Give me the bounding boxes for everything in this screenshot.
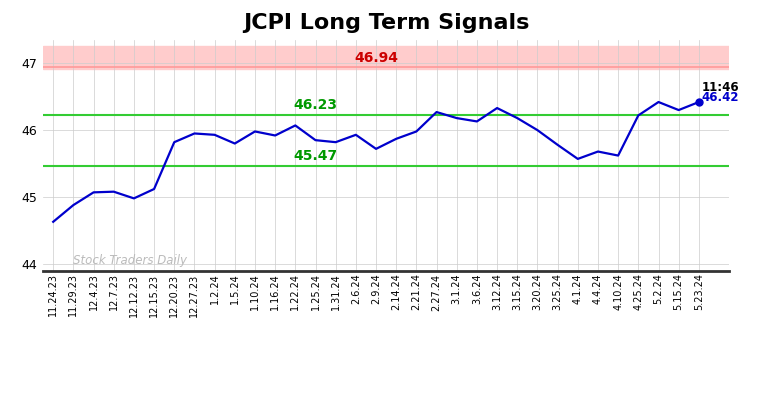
Text: 45.47: 45.47 [293,149,338,163]
Text: 11:46: 11:46 [702,81,739,94]
Text: 46.42: 46.42 [702,91,739,104]
Title: JCPI Long Term Signals: JCPI Long Term Signals [243,13,529,33]
Text: 46.23: 46.23 [293,98,337,112]
Text: Stock Traders Daily: Stock Traders Daily [74,254,187,267]
Bar [43,46,729,69]
Text: 46.94: 46.94 [354,51,398,65]
